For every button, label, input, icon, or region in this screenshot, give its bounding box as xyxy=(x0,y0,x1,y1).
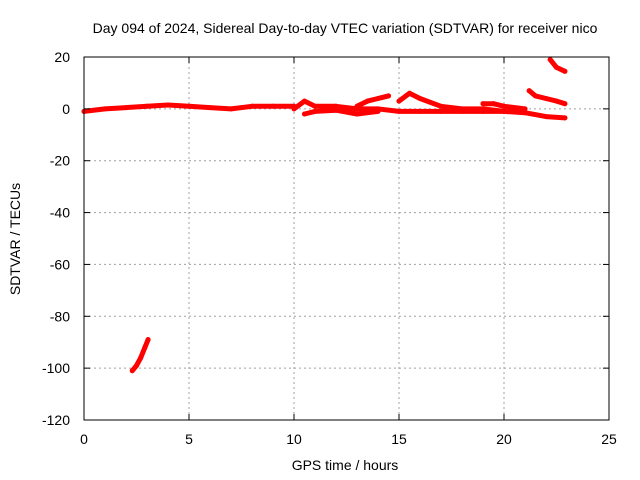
data-point xyxy=(554,64,559,70)
data-point xyxy=(562,68,568,74)
data-point xyxy=(333,103,339,109)
data-point xyxy=(249,103,255,109)
data-point xyxy=(491,101,496,107)
y-axis-label: SDTVAR / TECUs xyxy=(7,183,23,295)
data-point xyxy=(123,105,129,111)
data-point xyxy=(291,106,297,112)
data-point xyxy=(165,102,171,108)
x-tick-label: 5 xyxy=(185,431,193,447)
tick-labels: 0 5 10 15 20 25 -120 -100 -80 -60 -40 -20 0 20 xyxy=(42,49,617,447)
data-point xyxy=(354,103,360,109)
y-tick-label: -60 xyxy=(50,256,70,272)
data-point xyxy=(543,96,549,101)
data-point xyxy=(354,111,360,117)
data-point xyxy=(270,103,276,109)
data-series-4 xyxy=(354,93,391,109)
data-point xyxy=(145,337,151,343)
data-point xyxy=(138,355,144,361)
data-point xyxy=(480,101,486,107)
data-point xyxy=(207,105,213,111)
x-tick-label: 25 xyxy=(601,431,617,447)
y-tick-label: -100 xyxy=(42,360,70,376)
data-point xyxy=(501,103,507,109)
data-point xyxy=(375,108,381,114)
x-tick-label: 10 xyxy=(286,431,302,447)
data-point xyxy=(547,57,553,63)
data-point xyxy=(533,93,538,99)
y-tick-label: 0 xyxy=(62,101,70,117)
data-point xyxy=(386,93,391,99)
x-tick-label: 15 xyxy=(391,431,407,447)
data-point xyxy=(543,114,549,120)
plot-frame xyxy=(83,56,610,421)
y-tick-label: -40 xyxy=(50,205,70,221)
data-point xyxy=(407,90,412,96)
data-point xyxy=(522,106,528,112)
chart-title: Day 094 of 2024, Sidereal Day-to-day VTE… xyxy=(93,20,598,36)
data-point xyxy=(302,111,307,117)
data-point xyxy=(396,108,402,114)
data-point xyxy=(522,110,528,116)
data-point xyxy=(438,108,444,114)
data-point xyxy=(562,101,568,107)
y-tick-label: -120 xyxy=(42,412,70,428)
data-point xyxy=(312,103,318,109)
data-point xyxy=(142,344,148,350)
y-tick-label: -20 xyxy=(50,153,70,169)
plot-data xyxy=(81,57,568,374)
x-tick-label: 0 xyxy=(80,431,88,447)
x-tick-label: 20 xyxy=(496,431,512,447)
data-point xyxy=(129,368,135,374)
data-point xyxy=(554,98,559,104)
y-tick-label: -80 xyxy=(50,308,70,324)
data-point xyxy=(438,103,444,109)
data-series-6 xyxy=(480,101,528,112)
axis-ticks xyxy=(83,56,610,421)
x-axis-label: GPS time / hours xyxy=(292,457,399,473)
data-point xyxy=(417,108,423,114)
data-point xyxy=(480,106,486,112)
data-point xyxy=(144,103,150,109)
data-point xyxy=(417,96,423,101)
data-point xyxy=(365,98,370,104)
data-point xyxy=(501,108,507,114)
data-point xyxy=(375,96,381,101)
grid-lines xyxy=(84,57,609,420)
data-point xyxy=(134,363,139,369)
data-point xyxy=(459,106,465,112)
data-point xyxy=(312,108,318,114)
data-point xyxy=(102,106,108,112)
data-point xyxy=(333,107,339,113)
data-point xyxy=(562,115,568,121)
data-point xyxy=(526,88,532,94)
data-point xyxy=(228,106,234,112)
data-point xyxy=(302,98,307,104)
data-point xyxy=(186,103,192,109)
data-point xyxy=(396,98,402,104)
y-tick-label: 20 xyxy=(54,49,70,65)
